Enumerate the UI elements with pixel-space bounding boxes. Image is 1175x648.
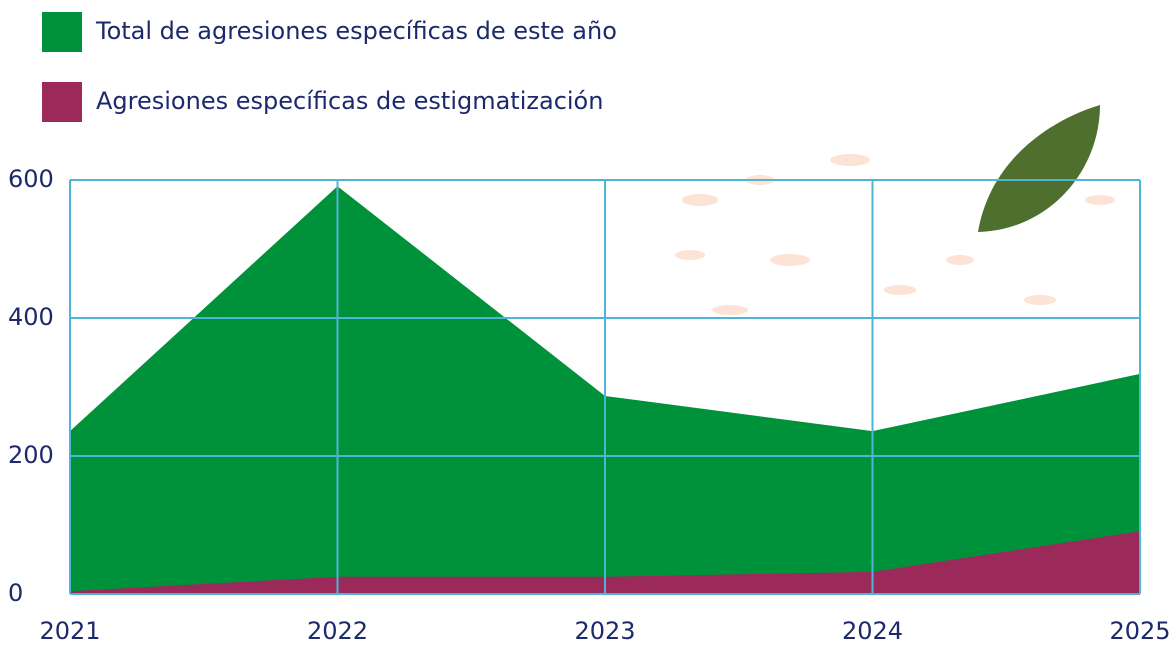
x-tick-label: 2022 xyxy=(307,617,368,645)
y-tick-label: 0 xyxy=(8,579,23,607)
leaf xyxy=(978,105,1100,232)
chart: Total de agresiones específicas de este … xyxy=(0,0,1175,648)
y-tick-label: 200 xyxy=(8,441,54,469)
x-tick-label: 2021 xyxy=(39,617,100,645)
x-tick-label: 2024 xyxy=(842,617,903,645)
y-tick-label: 600 xyxy=(8,165,54,193)
x-tick-label: 2023 xyxy=(574,617,635,645)
y-tick-label: 400 xyxy=(8,303,54,331)
legend-swatch xyxy=(42,12,82,52)
legend-swatch xyxy=(42,82,82,122)
legend-label: Total de agresiones específicas de este … xyxy=(95,17,617,45)
x-tick-label: 2025 xyxy=(1109,617,1170,645)
legend-label: Agresiones específicas de estigmatizació… xyxy=(96,87,603,115)
